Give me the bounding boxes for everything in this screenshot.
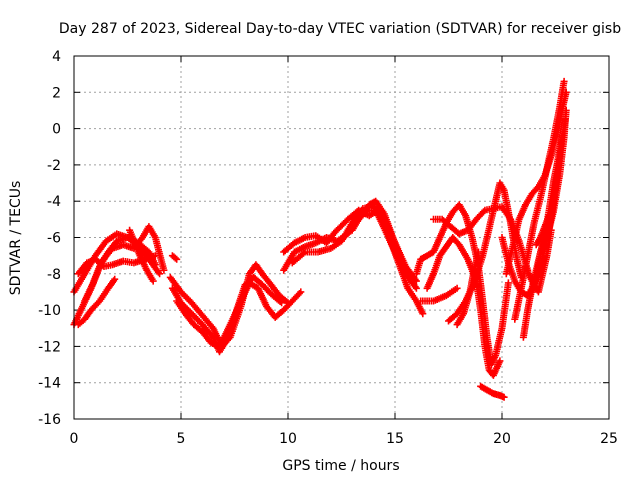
series-track-16 (423, 234, 504, 379)
y-tick-label: -16 (38, 412, 61, 428)
data-point-marks (348, 197, 405, 263)
y-tick-label: -10 (38, 303, 61, 319)
data-point-marks (532, 212, 553, 249)
data-point-marks (173, 279, 305, 350)
y-axis-label: SDTVAR / TECUs (8, 181, 24, 296)
x-tick-label: 20 (493, 431, 511, 447)
y-tick-label: 4 (52, 49, 61, 65)
plot-frame (73, 55, 610, 420)
series-track-4 (74, 275, 119, 329)
x-tick-label: 0 (70, 431, 79, 447)
y-tick-label: -14 (38, 376, 61, 392)
data-point-marks (168, 252, 181, 263)
series-track-20 (453, 248, 482, 329)
y-tick-label: -6 (47, 231, 61, 247)
data-point-marks (417, 284, 461, 305)
x-tick-label: 10 (279, 431, 297, 447)
data-point-marks (74, 275, 119, 329)
chart-title: Day 287 of 2023, Sidereal Day-to-day VTE… (59, 21, 621, 37)
data-point-marks (423, 234, 504, 379)
series-track-21 (477, 382, 508, 401)
series-track-28 (522, 226, 555, 296)
y-tick-label: 2 (52, 85, 61, 101)
series-track-27 (532, 212, 553, 249)
axis-ticks: 0 5 10 15 20 25 -16 -14 -12 -10 -8 -6 -4 -2 0 2 4 (38, 49, 618, 447)
series-track-18 (417, 284, 461, 305)
y-tick-label: -2 (47, 158, 61, 174)
series-track-6 (126, 226, 157, 285)
series-track-14 (348, 197, 405, 263)
data-point-marks (126, 226, 157, 285)
data-point-marks (522, 226, 555, 296)
y-tick-label: -8 (47, 267, 61, 283)
series-track-7 (168, 252, 181, 263)
y-tick-label: 0 (52, 122, 61, 138)
series-track-10 (173, 279, 305, 350)
data-marks (70, 77, 570, 401)
x-tick-label: 15 (386, 431, 404, 447)
x-axis-label: GPS time / hours (282, 458, 399, 474)
x-tick-label: 5 (177, 431, 186, 447)
data-point-marks (453, 248, 482, 329)
y-tick-label: -12 (38, 339, 61, 355)
data-point-marks (477, 382, 508, 401)
x-tick-label: 25 (600, 431, 618, 447)
y-tick-label: -4 (47, 194, 61, 210)
